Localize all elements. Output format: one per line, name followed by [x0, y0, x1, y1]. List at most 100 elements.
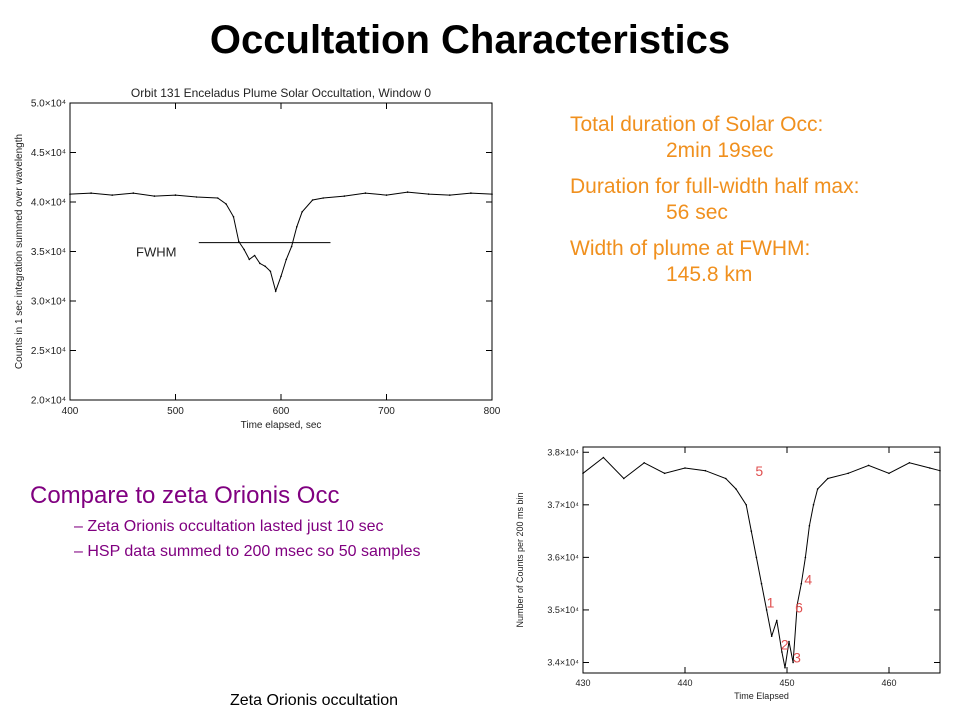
data-point: [285, 258, 288, 261]
y-tick-label: 3.0×10⁴: [31, 296, 66, 307]
data-point: [939, 469, 941, 472]
y-tick-label: 3.5×10⁴: [31, 247, 66, 258]
y-tick-label: 3.8×10⁴: [547, 447, 579, 457]
data-point: [704, 469, 707, 472]
data-point: [788, 640, 790, 643]
data-point: [216, 197, 219, 199]
y-tick-label: 4.5×10⁴: [31, 148, 66, 159]
data-point: [750, 530, 753, 532]
data-point: [274, 290, 277, 292]
occultation-stats: Total duration of Solar Occ: 2min 19sec …: [570, 112, 920, 298]
data-point: [343, 195, 346, 197]
data-point: [623, 477, 625, 480]
y-tick-label: 4.0×10⁴: [31, 197, 66, 208]
x-tick-label: 500: [167, 406, 184, 417]
data-point: [663, 472, 666, 475]
data-point: [290, 245, 293, 248]
data-point: [427, 193, 430, 195]
x-tick-label: 400: [62, 406, 79, 417]
data-point: [582, 472, 584, 475]
data-point: [725, 477, 727, 480]
data-point: [322, 197, 325, 199]
data-point: [301, 211, 303, 213]
chart-title: Orbit 131 Enceladus Plume Solar Occultat…: [131, 86, 431, 100]
data-point: [908, 462, 911, 464]
data-point: [238, 240, 240, 243]
data-point: [69, 193, 71, 195]
data-point: [735, 488, 737, 490]
bullet-item: – HSP data summed to 200 msec so 50 samp…: [74, 543, 421, 560]
y-tick-label: 3.7×10⁴: [547, 500, 579, 510]
x-tick-label: 440: [677, 678, 692, 688]
data-point: [280, 275, 282, 278]
data-point: [867, 464, 870, 467]
comparison-heading: Compare to zeta Orionis Occ: [30, 482, 340, 509]
data-point: [643, 462, 645, 464]
x-axis-label: Time Elapsed: [734, 691, 789, 701]
y-tick-label: 3.4×10⁴: [547, 657, 579, 667]
x-axis-label: Time elapsed, sec: [241, 420, 322, 431]
point-label: 4: [804, 572, 812, 588]
data-point: [248, 258, 251, 261]
comparison-section: Compare to zeta Orionis Occ – Zeta Orion…: [30, 482, 470, 566]
data-point: [784, 666, 786, 669]
data-point: [781, 651, 783, 653]
data-point: [243, 248, 245, 251]
total-duration: Total duration of Solar Occ: 2min 19sec: [570, 113, 824, 162]
data-point: [812, 504, 815, 506]
data-point: [195, 196, 198, 198]
data-point: [804, 556, 807, 559]
data-point: [602, 456, 605, 459]
data-point: [269, 270, 272, 273]
data-point: [406, 191, 409, 193]
y-tick-label: 2.5×10⁴: [31, 346, 66, 357]
x-tick-label: 600: [273, 406, 290, 417]
data-point: [296, 226, 298, 228]
data-point: [174, 194, 177, 196]
data-point: [827, 477, 829, 480]
comparison-bullets: – Zeta Orionis occultation lasted just 1…: [30, 516, 470, 562]
point-label: 6: [795, 600, 803, 616]
solar-occultation-chart: Orbit 131 Enceladus Plume Solar Occultat…: [14, 86, 501, 431]
y-tick-label: 3.6×10⁴: [547, 552, 579, 562]
x-tick-label: 450: [779, 678, 794, 688]
y-tick-label: 5.0×10⁴: [31, 98, 66, 109]
point-label: 1: [767, 594, 775, 610]
data-point: [755, 556, 758, 559]
data-point: [385, 194, 388, 196]
bullet-item: – Zeta Orionis occultation lasted just 1…: [74, 518, 384, 535]
data-point: [449, 194, 451, 196]
data-point: [847, 472, 849, 475]
data-point: [888, 472, 890, 475]
data-series-line: [582, 456, 941, 668]
point-label: 2: [781, 636, 789, 652]
y-tick-label: 2.0×10⁴: [31, 395, 66, 406]
x-tick-label: 460: [881, 678, 896, 688]
x-tick-label: 700: [378, 406, 395, 417]
fwhm-label: FWHM: [136, 245, 176, 260]
data-point: [792, 661, 794, 664]
plot-frame: [582, 446, 941, 674]
data-point: [311, 199, 314, 201]
chart-caption: Zeta Orionis occultation: [230, 692, 399, 709]
data-point: [264, 265, 267, 268]
data-point: [765, 609, 768, 611]
x-tick-label: 430: [575, 678, 590, 688]
data-point: [491, 193, 493, 195]
data-point: [770, 635, 773, 637]
y-tick-label: 3.5×10⁴: [547, 605, 579, 615]
zeta-orionis-chart: 430 440 450 460 3.4×10⁴ 3.5×10⁴ 3.6×10⁴ 3.7×10⁴…: [515, 446, 941, 701]
y-axis-label: Number of Counts per 200 ms bin: [515, 492, 525, 627]
point-label: 5: [755, 463, 763, 479]
data-point: [364, 192, 367, 194]
data-point: [111, 194, 113, 196]
x-tick-label: 800: [484, 406, 501, 417]
point-label: 3: [793, 649, 801, 665]
data-point: [796, 603, 798, 606]
data-point: [259, 262, 261, 265]
slide-title: Occultation Characteristics: [209, 18, 731, 62]
data-point: [929, 467, 931, 469]
data-point: [225, 203, 227, 205]
data-point: [90, 192, 92, 194]
plume-width: Width of plume at FWHM: 145.8 km: [570, 237, 811, 286]
